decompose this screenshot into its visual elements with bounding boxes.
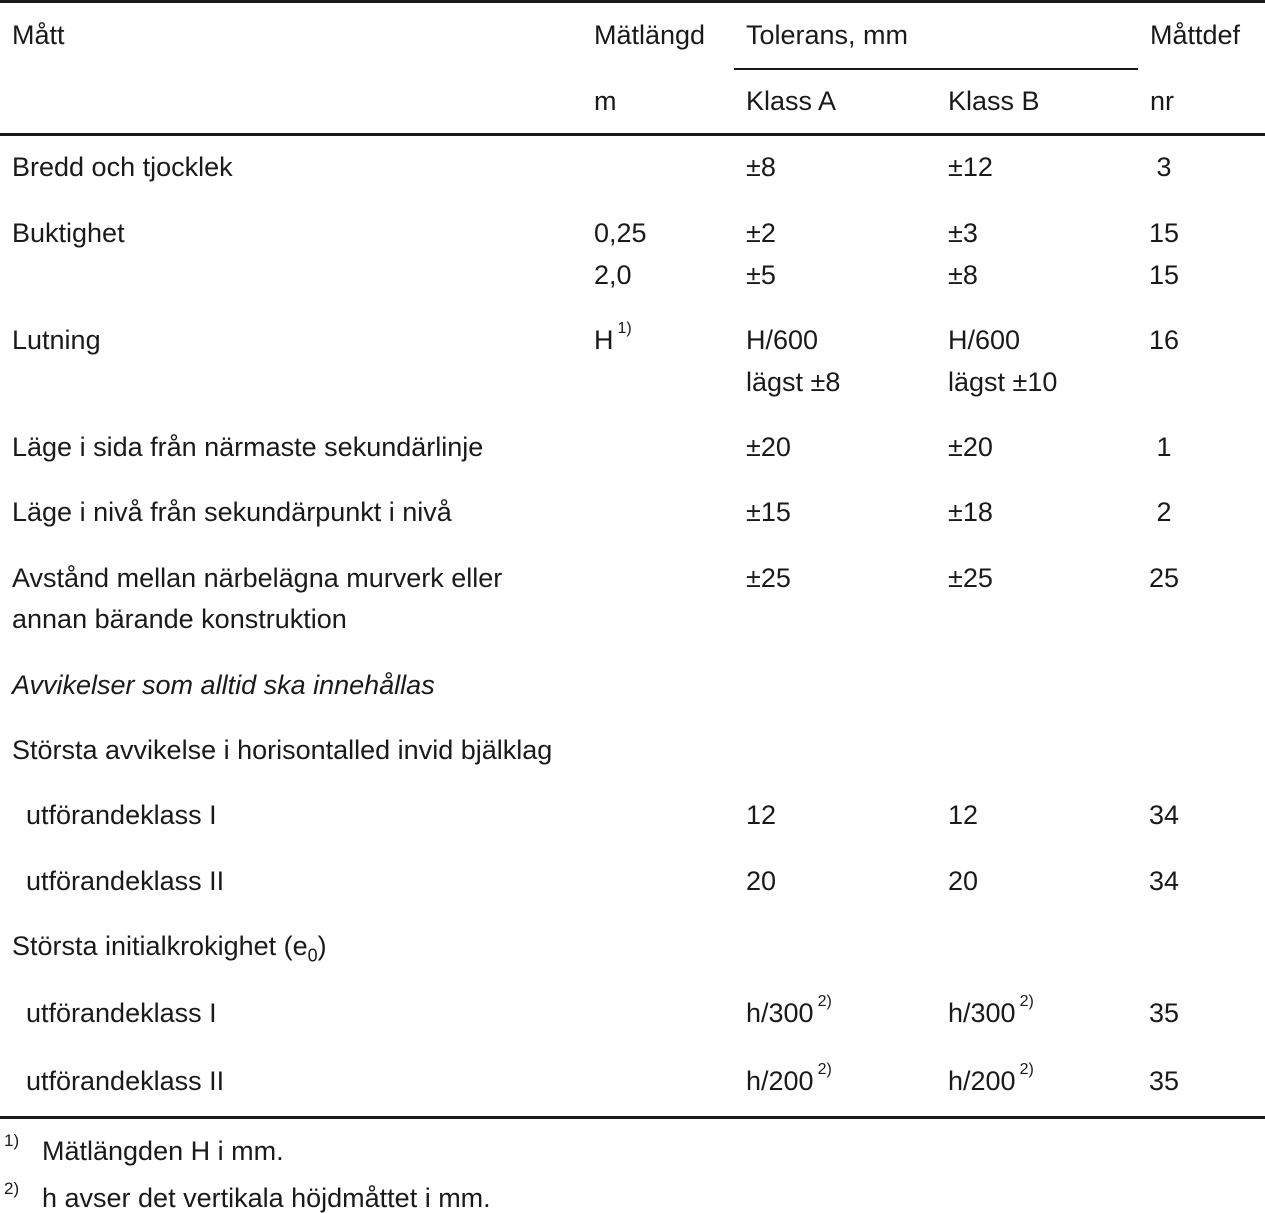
- row-klass-a: ±15: [746, 497, 791, 527]
- header-mattdef-unit: nr: [1150, 86, 1175, 116]
- tolerans-underline: [734, 68, 1138, 70]
- top-rule: [0, 0, 1265, 3]
- row-label: utförandeklass II: [26, 866, 225, 896]
- row-klass-a: 20: [746, 866, 777, 896]
- row-klass-b: ±18: [948, 497, 993, 527]
- row-nr: 34: [1148, 866, 1180, 896]
- header-klass-b: Klass B: [948, 86, 1040, 116]
- value: h/200: [746, 1066, 814, 1096]
- value: h/300: [746, 998, 814, 1028]
- header-matlangd: Mätlängd: [594, 20, 706, 50]
- row-klass-b: ±25: [948, 563, 993, 593]
- footnote-1-mark: 1): [4, 1131, 20, 1150]
- row-klass-a: h/200 2): [746, 1062, 832, 1096]
- row-matlangd: H 1): [594, 321, 632, 355]
- footnote-ref: 1): [617, 320, 632, 337]
- footnote-2-mark: 2): [4, 1179, 20, 1198]
- row-klass-a: 12: [746, 800, 777, 830]
- value: h/200: [948, 1066, 1016, 1096]
- header-matlangd-unit: m: [594, 86, 617, 116]
- row-label: utförandeklass I: [26, 998, 217, 1028]
- row-label-cont: annan bärande konstruktion: [12, 604, 347, 634]
- krokighet-subscript: 0: [307, 945, 318, 966]
- row-nr: 1: [1156, 432, 1172, 462]
- krokighet-label: Största initialkrokighet (e: [12, 931, 308, 961]
- row-klass-b-min: lägst ±10: [948, 367, 1058, 397]
- footnote-ref: 2): [1019, 1061, 1034, 1078]
- group-heading-krokighet: Största initialkrokighet (e0): [12, 931, 327, 966]
- header-mattdef: Måttdef: [1150, 20, 1241, 50]
- row-nr: 15: [1148, 218, 1180, 248]
- matlangd-value: H: [594, 325, 614, 355]
- group-heading-horisontalled: Största avvikelse i horisontalled invid …: [12, 735, 553, 765]
- row-klass-a: ±8: [746, 152, 776, 182]
- row-label: Buktighet: [12, 218, 125, 248]
- row-klass-a: ±20: [746, 432, 791, 462]
- header-tolerans: Tolerans, mm: [746, 20, 909, 50]
- bottom-rule: [0, 1116, 1265, 1119]
- row-label: utförandeklass I: [26, 800, 217, 830]
- krokighet-close: ): [317, 931, 327, 961]
- row-nr: 3: [1156, 152, 1172, 182]
- row-klass-a: h/300 2): [746, 994, 832, 1028]
- value: h/300: [948, 998, 1016, 1028]
- row-klass-a: ±2: [746, 218, 776, 248]
- footnote-1-text: Mätlängden H i mm.: [42, 1136, 284, 1166]
- row-nr: 34: [1148, 800, 1180, 830]
- row-matlangd: 2,0: [594, 260, 632, 290]
- row-nr: 35: [1148, 998, 1180, 1028]
- row-nr: 25: [1148, 563, 1180, 593]
- row-nr: 35: [1148, 1066, 1180, 1096]
- header-matt: Mått: [12, 20, 65, 50]
- footnote-2-text: h avser det vertikala höjdmåttet i mm.: [42, 1183, 491, 1213]
- row-klass-a-min: lägst ±8: [746, 367, 841, 397]
- section-heading: Avvikelser som alltid ska innehållas: [12, 670, 435, 700]
- row-klass-a: H/600: [746, 325, 819, 355]
- row-klass-b: 12: [948, 800, 979, 830]
- row-nr: 2: [1156, 497, 1172, 527]
- row-klass-b: ±20: [948, 432, 993, 462]
- row-nr: 16: [1148, 325, 1180, 355]
- row-label: Läge i sida från närmaste sekundärlinje: [12, 432, 484, 462]
- footnote-ref: 2): [1019, 993, 1034, 1010]
- header-rule: [0, 133, 1265, 136]
- footnote-ref: 2): [817, 993, 832, 1010]
- row-label: Bredd och tjocklek: [12, 152, 233, 182]
- header-klass-a: Klass A: [746, 86, 837, 116]
- row-label: Lutning: [12, 325, 101, 355]
- row-klass-a: ±5: [746, 260, 776, 290]
- row-label: Avstånd mellan närbelägna murverk eller: [12, 563, 503, 593]
- row-klass-b: ±8: [948, 260, 978, 290]
- row-label: utförandeklass II: [26, 1066, 225, 1096]
- row-label: Läge i nivå från sekundärpunkt i nivå: [12, 497, 452, 527]
- row-klass-b: ±12: [948, 152, 993, 182]
- row-klass-b: H/600: [948, 325, 1021, 355]
- row-klass-b: ±3: [948, 218, 978, 248]
- row-klass-a: ±25: [746, 563, 791, 593]
- row-matlangd: 0,25: [594, 218, 647, 248]
- row-klass-b: h/200 2): [948, 1062, 1034, 1096]
- row-klass-b: 20: [948, 866, 979, 896]
- footnote-ref: 2): [817, 1061, 832, 1078]
- row-klass-b: h/300 2): [948, 994, 1034, 1028]
- row-nr: 15: [1148, 260, 1180, 290]
